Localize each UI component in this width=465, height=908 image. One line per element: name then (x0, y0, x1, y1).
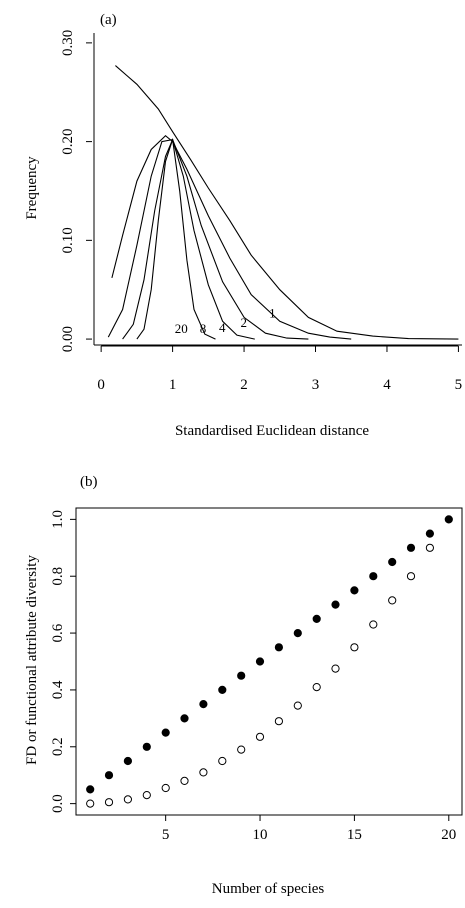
panel-a-x-tick-label: 2 (240, 377, 248, 393)
panel-a-x-tick-label: 1 (169, 377, 177, 393)
filled-point (425, 529, 434, 538)
curve-n-1 (115, 65, 459, 340)
panel-b-points (86, 515, 453, 808)
open-point (369, 620, 378, 629)
open-point (331, 664, 340, 673)
panel-b-x-tick-label: 15 (347, 827, 362, 843)
panel-b-x-tick-label: 5 (162, 827, 170, 843)
filled-point (350, 586, 359, 595)
panel-a-y-axis-title: Frequency (24, 156, 40, 220)
filled-point (123, 756, 133, 766)
filled-point (331, 600, 340, 609)
panel-a-y-tick-label: 0.30 (60, 30, 76, 56)
panel-b-y-tick-label: 1.0 (50, 510, 66, 529)
panel-a-x-tick-label: 0 (97, 377, 105, 393)
open-point (312, 683, 321, 692)
panel-b-x-tick-label: 20 (441, 827, 456, 843)
panel-a-y-tick-label: 0.20 (60, 128, 76, 154)
curve-label-2: 2 (240, 315, 247, 330)
filled-point (237, 671, 246, 680)
filled-point (142, 742, 151, 751)
open-point (142, 791, 151, 800)
filled-point (293, 629, 302, 638)
panel-b-y-tick-label: 0.2 (50, 737, 66, 756)
panel-b-y-tick-label: 0.8 (50, 567, 66, 586)
open-point (218, 756, 227, 766)
curve-label-8: 8 (200, 321, 207, 336)
open-point (199, 768, 208, 777)
open-point (293, 701, 302, 710)
filled-point (104, 771, 114, 780)
panel-b-y-tick-label: 0.0 (50, 794, 66, 813)
panel-b: (b) 5 10 15 20 0.0 0.2 0.4 0.6 0.8 1.0 Number of … (24, 474, 463, 897)
open-point (350, 643, 359, 652)
filled-point (86, 785, 95, 794)
panel-a-axes: 0 1 2 3 4 5 0.00 0.10 0.20 0.30 (60, 30, 462, 393)
panel-a-x-tick-label: 3 (312, 377, 320, 393)
open-point (388, 596, 397, 605)
filled-point (312, 614, 321, 624)
panel-a-x-tick-label: 4 (383, 377, 391, 393)
open-point (180, 776, 189, 786)
panel-b-y-axis-title: FD or functional attribute diversity (24, 555, 40, 765)
filled-point (444, 515, 453, 524)
open-point (274, 717, 283, 726)
panel-a-label: (a) (100, 12, 117, 28)
curve-n-8 (122, 137, 255, 340)
curve-label-20: 20 (175, 321, 188, 336)
open-point (425, 543, 434, 552)
panel-b-x-axis-title: Number of species (212, 881, 325, 897)
open-point (86, 799, 95, 808)
curve-label-1: 1 (269, 305, 276, 320)
panel-b-x-tick-label: 10 (253, 827, 268, 843)
filled-point (180, 714, 189, 723)
curve-n-4 (107, 138, 309, 340)
curve-n-20 (136, 139, 216, 340)
open-point (161, 783, 170, 793)
filled-point (255, 657, 265, 666)
open-point (255, 732, 265, 741)
panel-b-plot-frame (75, 507, 463, 816)
curve-n-2 (111, 134, 352, 340)
panel-a-x-axis-title: Standardised Euclidean distance (175, 423, 369, 439)
filled-point (218, 685, 227, 695)
panel-a-x-tick-label: 5 (455, 377, 463, 393)
panel-a-y-tick-label: 0.10 (60, 227, 76, 253)
panel-b-label: (b) (80, 474, 98, 490)
filled-point (369, 572, 378, 581)
filled-point (199, 700, 208, 709)
filled-point (388, 557, 397, 567)
panel-a-curves (107, 65, 459, 340)
panel-a-y-tick-label: 0.00 (60, 326, 76, 352)
panel-b-y-tick-label: 0.6 (50, 623, 66, 642)
open-point (123, 795, 133, 804)
curve-label-4: 4 (219, 320, 226, 335)
open-point (237, 745, 246, 754)
filled-point (161, 728, 170, 737)
panel-b-axes: 5 10 15 20 0.0 0.2 0.4 0.6 0.8 1.0 (50, 507, 463, 843)
panel-a-curve-labels: 1 248 20 (175, 305, 276, 336)
filled-point (274, 643, 283, 652)
open-point (406, 572, 416, 581)
panel-b-y-tick-label: 0.4 (50, 680, 66, 699)
filled-point (406, 543, 416, 552)
open-point (104, 798, 114, 807)
